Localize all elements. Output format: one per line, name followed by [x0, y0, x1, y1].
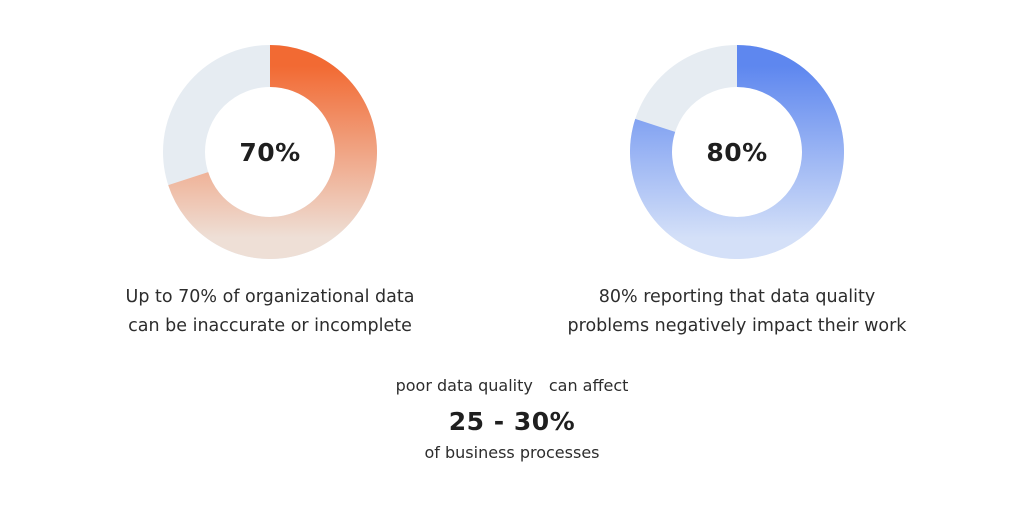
- donut-svg: [163, 45, 377, 259]
- summary-intro-left: poor data quality: [395, 376, 533, 395]
- donut-center-label: 70%: [239, 137, 301, 167]
- caption-line: Up to 70% of organizational data: [125, 287, 415, 307]
- donut-chart-quality-impact: 80% 80% reporting that data quality prob…: [527, 45, 947, 341]
- summary-intro-right: can affect: [548, 376, 629, 395]
- donut-value-slice: [630, 45, 844, 259]
- donut-svg: [630, 45, 844, 259]
- caption-line: 80% reporting that data quality: [598, 287, 876, 307]
- donut-graphic: 70%: [163, 45, 377, 259]
- donut-caption: 80% reporting that data quality problems…: [527, 283, 947, 341]
- summary-outro: of business processes: [424, 443, 600, 462]
- donut-graphic: 80%: [630, 45, 844, 259]
- caption-line: can be inaccurate or incomplete: [128, 316, 412, 336]
- summary-highlight: 25 - 30%: [448, 407, 576, 436]
- business-process-summary: poor data quality can affect 25 - 30% of …: [0, 373, 1024, 465]
- donut-value-slice: [168, 45, 377, 259]
- donut-center-label: 80%: [706, 137, 768, 167]
- donut-chart-data-inaccuracy: 70% Up to 70% of organizational data can…: [60, 45, 480, 341]
- caption-line: problems negatively impact their work: [567, 316, 907, 336]
- donut-caption: Up to 70% of organizational data can be …: [60, 283, 480, 341]
- summary-intro: poor data quality can affect: [0, 373, 1024, 399]
